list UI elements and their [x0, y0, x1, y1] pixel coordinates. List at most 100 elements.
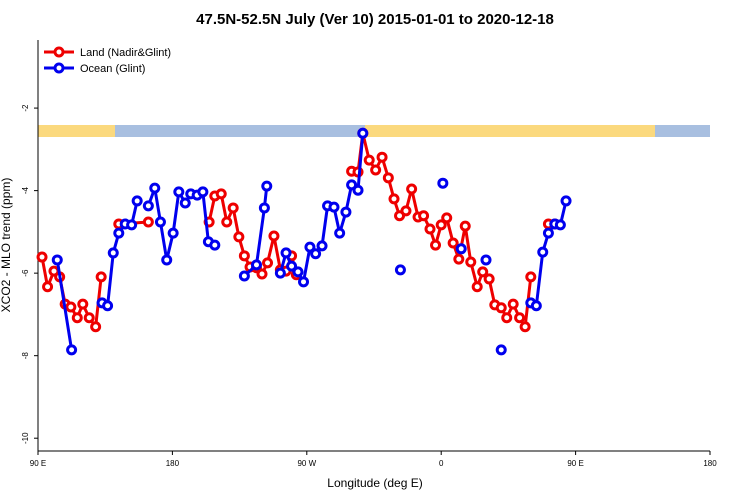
point [142, 216, 154, 228]
point [525, 271, 537, 283]
point [149, 182, 161, 194]
point [258, 202, 270, 214]
point [167, 227, 179, 239]
point [328, 201, 340, 213]
point [238, 250, 250, 262]
point [388, 193, 400, 205]
point [142, 200, 154, 212]
x-tick-label: 90 E [30, 459, 46, 468]
x-tick-label: 0 [439, 459, 444, 468]
point [542, 227, 554, 239]
y-tick-label: -10 [21, 432, 30, 444]
point [250, 259, 262, 271]
point [126, 219, 138, 231]
point [42, 281, 54, 293]
point [400, 205, 412, 217]
land-band [365, 125, 655, 137]
point [346, 179, 358, 191]
point [471, 281, 483, 293]
point [406, 183, 418, 195]
point [256, 268, 268, 280]
x-axis-label: Longitude (deg E) [327, 476, 422, 490]
point [340, 206, 352, 218]
point [261, 180, 273, 192]
land-band [38, 125, 115, 137]
land-ocean-band [38, 125, 710, 137]
point [455, 243, 467, 255]
x-tick-label: 90 E [567, 459, 583, 468]
x-tick-label: 180 [703, 459, 717, 468]
point [334, 227, 346, 239]
point [179, 197, 191, 209]
y-tick-label: -2 [21, 104, 30, 112]
point [209, 239, 221, 251]
point [514, 312, 526, 324]
point [233, 231, 245, 243]
point [352, 184, 364, 196]
point [238, 270, 250, 282]
point [102, 300, 114, 312]
y-tick-label: -8 [21, 352, 30, 360]
y-axis-label: XCO2 - MLO trend (ppm) [0, 178, 13, 313]
point [459, 220, 471, 232]
x-tick-label: 90 W [297, 459, 316, 468]
point [66, 344, 78, 356]
point [221, 216, 233, 228]
point [280, 247, 292, 259]
point [107, 247, 119, 259]
point [376, 151, 388, 163]
point [483, 273, 495, 285]
point [530, 300, 542, 312]
point [430, 239, 442, 251]
point [215, 188, 227, 200]
point [316, 240, 328, 252]
legend-label: Land (Nadir&Glint) [80, 47, 171, 59]
point [51, 254, 63, 266]
point [36, 251, 48, 263]
series-line [55, 133, 568, 351]
point [560, 195, 572, 207]
point [437, 177, 449, 189]
point [435, 219, 447, 231]
ocean-band [655, 125, 710, 137]
point [480, 254, 492, 266]
point [424, 223, 436, 235]
point [357, 127, 369, 139]
point [113, 227, 125, 239]
point [477, 266, 489, 278]
y-tick-label: -4 [21, 187, 30, 195]
point [465, 256, 477, 268]
point [394, 264, 406, 276]
point [495, 302, 507, 314]
point [286, 260, 298, 272]
point [507, 298, 519, 310]
point [83, 312, 95, 324]
point [262, 257, 274, 269]
x-tick-label: 180 [166, 459, 180, 468]
point [65, 301, 77, 313]
point [154, 216, 166, 228]
point [554, 219, 566, 231]
point [292, 266, 304, 278]
point [161, 254, 173, 266]
point [274, 267, 286, 279]
point [77, 298, 89, 310]
ocean-band [115, 125, 365, 137]
point [453, 253, 465, 265]
point [418, 210, 430, 222]
point [363, 154, 375, 166]
point [131, 195, 143, 207]
point [298, 276, 310, 288]
legend-label: Ocean (Glint) [80, 63, 145, 75]
point [173, 186, 185, 198]
point [71, 312, 83, 324]
point [90, 321, 102, 333]
point [95, 271, 107, 283]
point [441, 212, 453, 224]
point [501, 312, 513, 324]
point [519, 321, 531, 333]
point [447, 237, 459, 249]
y-tick-label: -6 [21, 269, 30, 277]
chart-title: 47.5N-52.5N July (Ver 10) 2015-01-01 to … [196, 11, 554, 28]
